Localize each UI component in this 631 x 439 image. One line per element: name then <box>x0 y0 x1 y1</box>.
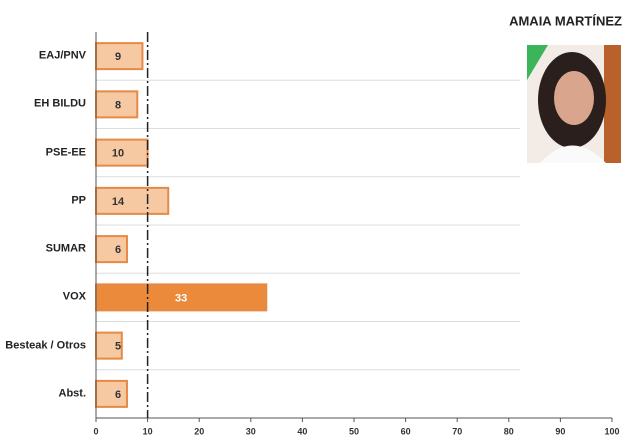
y-tick-label: Abst. <box>58 387 87 400</box>
x-tick-label: 90 <box>555 426 565 436</box>
photo-face <box>554 71 594 125</box>
x-tick-label: 20 <box>194 426 204 436</box>
y-tick-label: EAJ/PNV <box>38 49 86 62</box>
value-label: 14 <box>112 196 125 208</box>
x-tick-label: 30 <box>246 426 256 436</box>
value-label: 6 <box>115 389 121 401</box>
bar <box>95 138 149 167</box>
x-tick-label: 80 <box>504 426 514 436</box>
x-tick-label: 40 <box>297 426 307 436</box>
bar <box>95 283 268 312</box>
x-tick-label: 100 <box>604 426 619 436</box>
value-label: 8 <box>115 99 121 111</box>
x-tick-label: 70 <box>452 426 462 436</box>
y-tick-label: VOX <box>62 290 86 303</box>
portrait <box>527 45 621 163</box>
photo-shirt <box>540 145 606 163</box>
value-label: 5 <box>115 341 121 353</box>
x-tick-label: 50 <box>349 426 359 436</box>
y-tick-label: PSE-EE <box>45 146 86 159</box>
y-tick-label: PP <box>71 194 86 207</box>
x-tick-label: 10 <box>143 426 153 436</box>
y-tick-label: SUMAR <box>45 242 86 255</box>
value-label: 10 <box>112 148 124 160</box>
value-label: 9 <box>115 51 121 63</box>
bar <box>95 235 128 264</box>
chart-title: AMAIA MARTÍNEZ <box>509 13 622 28</box>
x-tick-label: 60 <box>401 426 411 436</box>
bar <box>95 90 139 119</box>
value-label: 33 <box>175 292 187 304</box>
x-tick-label: 0 <box>93 426 98 436</box>
bar <box>95 186 170 215</box>
photo-green <box>527 45 548 80</box>
bar <box>95 379 128 408</box>
bar <box>95 42 144 71</box>
y-tick-label: EH BILDU <box>34 97 86 110</box>
value-label: 6 <box>115 244 121 256</box>
y-tick-label: Besteak / Otros <box>5 339 86 352</box>
photo-orange <box>604 45 621 163</box>
